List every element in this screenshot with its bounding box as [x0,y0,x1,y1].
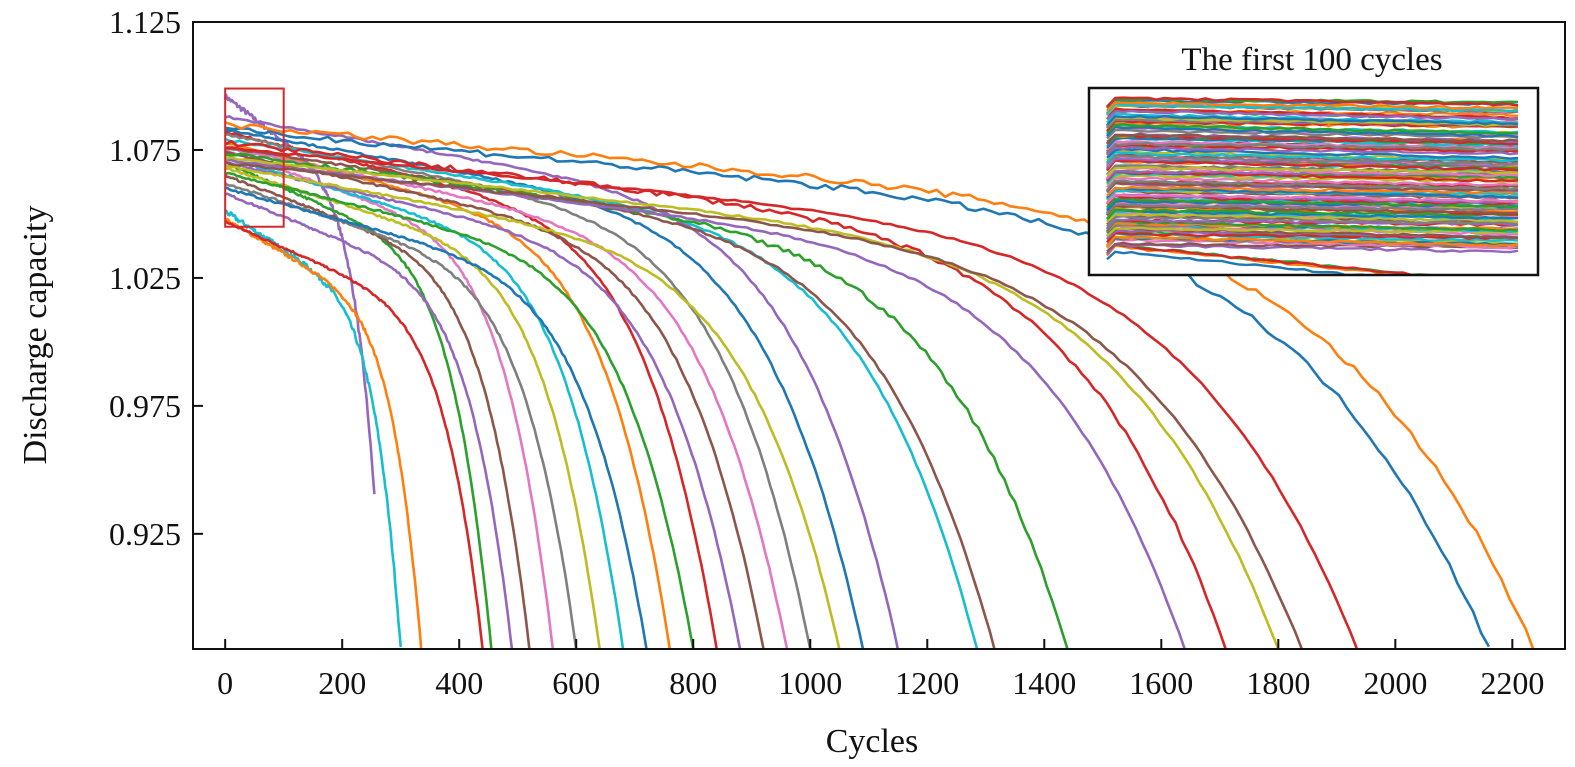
inset-series-line-88 [1106,141,1519,154]
series-line-31 [225,126,1491,648]
inset-series-line-1 [1106,250,1370,275]
x-tick-label: 1600 [1129,665,1193,701]
inset-series-line-115 [1106,109,1519,121]
inset-series-layer [1106,96,1519,275]
inset-series-line-2 [1106,244,1417,275]
inset-series-line-98 [1106,128,1519,140]
series-line-12 [224,186,648,649]
series-line-30 [225,146,1359,649]
inset-series-line-57 [1106,176,1519,188]
inset-series-line-33 [1106,208,1519,221]
inset-series-line-69 [1106,166,1519,177]
inset-series-line-80 [1106,151,1519,164]
inset-series-line-78 [1106,154,1519,166]
series-line-32 [224,121,1535,649]
inset-series-line-84 [1106,143,1519,155]
inset-series-line-43 [1106,197,1519,209]
inset: The first 100 cycles [1087,42,1540,277]
inset-series-line-6 [1106,241,1519,253]
inset-series-line-29 [1106,212,1519,223]
y-axis-title: Discharge capacity [17,206,54,465]
x-axis: 0 200 400 600 800 1000 1200 1400 1600 1800 2000 220… [217,639,1544,701]
series-line-3 [224,217,423,649]
x-tick-label: 2200 [1480,665,1544,701]
inset-series-line-79 [1106,149,1519,162]
inset-series-line-58 [1106,179,1519,192]
series-line-22 [224,115,900,649]
series-line-4 [224,220,484,649]
inset-title: The first 100 cycles [1181,42,1442,78]
series-line-13 [224,141,672,649]
y-tick-label: 0.975 [109,388,181,424]
inset-series-line-47 [1106,193,1519,205]
inset-series-line-101 [1106,125,1519,139]
inset-series-line-124 [1106,96,1519,108]
inset-series-line-103 [1106,122,1519,135]
y-tick-label: 1.125 [109,4,181,40]
series-line-6 [224,192,514,649]
x-tick-label: 400 [435,665,483,701]
series-line-20 [225,164,841,649]
x-tick-label: 800 [669,665,717,701]
x-tick-label: 0 [217,665,233,701]
plot-frame [192,21,1566,650]
series-line-27 [224,139,1227,649]
y-axis: 0.925 0.975 1.025 1.075 1.125 [109,4,203,552]
inset-series-line-4 [1106,243,1439,275]
series-line-28 [224,156,1280,649]
inset-series-line-12 [1106,235,1519,248]
x-tick-label: 600 [552,665,600,701]
inset-series-line-5 [1106,243,1519,255]
inset-series-line-96 [1106,132,1519,145]
inset-series-line-85 [1106,145,1519,156]
series-line-2 [224,209,402,648]
inset-series-line-25 [1106,218,1519,231]
series-layer [223,93,1535,649]
x-tick-label: 200 [318,665,366,701]
series-line-5 [224,160,493,649]
y-tick-label: 1.025 [109,260,181,296]
x-tick-label: 1000 [778,665,842,701]
series-line-14 [224,171,695,649]
inset-series-line-81 [1106,147,1519,160]
series-line-9 [224,182,578,649]
inset-series-line-111 [1106,114,1519,126]
inset-series-line-74 [1106,159,1519,172]
y-tick-label: 1.075 [109,132,181,168]
inset-series-line-122 [1106,101,1519,112]
series-line-23 [224,137,979,649]
x-tick-label: 2000 [1363,665,1427,701]
series-line-25 [225,152,1069,649]
x-tick-label: 1400 [1012,665,1076,701]
x-tick-label: 1800 [1246,665,1310,701]
inset-series-line-102 [1106,121,1519,132]
inset-series-line-52 [1106,185,1519,197]
y-tick-label: 0.925 [109,516,181,552]
highlight-box [224,87,285,228]
inset-series-line-38 [1106,203,1519,215]
inset-series-line-120 [1106,102,1519,115]
x-tick-label: 1200 [895,665,959,701]
inset-frame [1087,86,1540,277]
series-line-29 [224,160,1303,649]
x-axis-title: Cycles [826,723,919,760]
inset-series-line-19 [1106,226,1519,237]
